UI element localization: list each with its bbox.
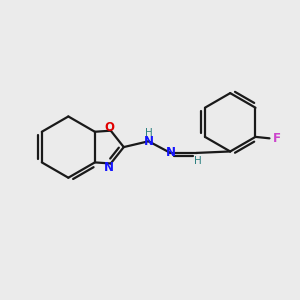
Text: N: N xyxy=(165,146,176,159)
Text: H: H xyxy=(194,156,202,166)
Text: F: F xyxy=(273,132,281,145)
Text: N: N xyxy=(104,161,114,174)
Text: N: N xyxy=(143,135,154,148)
Text: H: H xyxy=(145,128,153,138)
Text: O: O xyxy=(104,121,114,134)
